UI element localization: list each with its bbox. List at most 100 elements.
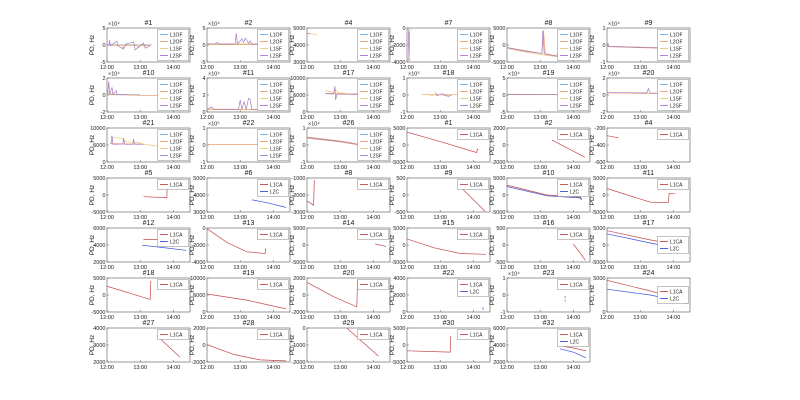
y-tick-label: 3000 [193, 210, 205, 216]
y-tick-label: -5000 [591, 260, 605, 266]
y-exponent-label: ×10⁴ [608, 71, 620, 78]
y-tick-label: 5000 [93, 143, 105, 149]
y-tick-label: 2000 [493, 126, 505, 132]
y-tick-label: 5000 [293, 226, 305, 232]
y-tick-label: 2 [202, 93, 205, 99]
legend: L1CA [457, 129, 489, 140]
legend-label-L1OF: L1OF [570, 33, 583, 39]
y-exponent-label: ×10⁴ [108, 71, 120, 78]
series-line-L1CA [346, 328, 379, 357]
legend-label-L1CA: L1CA [370, 183, 383, 189]
subplot-title: #21 [143, 120, 155, 127]
legend: L1CA [457, 179, 489, 190]
x-tick-label: 13:00 [533, 165, 547, 171]
series-group [551, 139, 586, 158]
axes-box [206, 277, 291, 313]
legend-label-L1SF: L1SF [370, 147, 382, 153]
x-tick-label: 13:00 [133, 115, 147, 121]
legend: L1CA [457, 329, 489, 340]
x-tick-label: 12:00 [500, 315, 514, 321]
subplot-title: #20 [643, 70, 655, 77]
legend: L1CA [257, 279, 289, 290]
subplot-title: #18 [143, 270, 155, 277]
legend-label-L2C: L2C [670, 247, 680, 253]
y-tick-label: 3000 [293, 60, 305, 66]
y-tick-label: -400 [594, 143, 605, 149]
x-tick-label: 14:00 [467, 315, 481, 321]
y-tick-label: -5000 [391, 360, 405, 366]
y-axis-label: PD, Hz [189, 335, 196, 356]
x-tick-label: 12:00 [300, 65, 314, 71]
x-tick-label: 14:00 [467, 215, 481, 221]
y-axis-label: PD, Hz [89, 285, 96, 306]
legend-label-L2OF: L2OF [170, 90, 183, 96]
x-tick-label: 12:00 [400, 65, 414, 71]
legend: L1CA [457, 229, 489, 240]
x-tick-label: 12:00 [500, 165, 514, 171]
x-tick-label: 13:00 [133, 215, 147, 221]
y-tick-label: 5000 [93, 276, 105, 282]
y-tick-label: 0 [602, 43, 605, 49]
legend-box [457, 129, 489, 140]
legend-label-L1OF: L1OF [370, 33, 383, 39]
y-axis-label: PD, Hz [289, 135, 296, 156]
subplot-title: #1 [445, 120, 453, 127]
x-tick-label: 14:00 [367, 215, 381, 221]
x-tick-label: 12:00 [600, 265, 614, 271]
y-tick-label: 0 [102, 193, 105, 199]
subplot-#10-r1c0: #10 ×10⁴ PD, Hz 2 0 -212:00 13:00 14:00 L1OFL2OF… [89, 70, 191, 121]
y-exponent-label: ×10⁴ [208, 21, 220, 28]
series-line-L2SF [407, 29, 411, 61]
y-tick-label: -2 [601, 110, 606, 116]
x-tick-label: 12:00 [200, 65, 214, 71]
legend-label-L1OF: L1OF [170, 33, 183, 39]
legend-label-L1CA: L1CA [570, 233, 583, 239]
axes-box [406, 177, 491, 213]
legend-label-L1CA: L1CA [670, 290, 683, 296]
y-tick-label: -600 [594, 160, 605, 166]
y-tick-label: 0 [302, 143, 305, 149]
series-group [307, 32, 318, 35]
legend-label-L1OF: L1OF [170, 83, 183, 89]
y-tick-label: 6000 [493, 326, 505, 332]
legend-label-L1SF: L1SF [470, 47, 482, 53]
y-axis-label: PD, Hz [189, 85, 196, 106]
x-tick-label: 12:00 [100, 365, 114, 371]
legend-label-L2OF: L2OF [370, 40, 383, 46]
x-tick-label: 13:00 [433, 165, 447, 171]
y-exponent-label: ×10⁵ [408, 71, 420, 78]
y-axis-label: PD, Hz [589, 235, 596, 256]
x-tick-label: 13:00 [633, 215, 647, 221]
y-tick-label: 0 [202, 110, 205, 116]
y-tick-label: -2000 [491, 160, 505, 166]
x-tick-label: 14:00 [567, 365, 581, 371]
series-group [375, 243, 387, 247]
x-tick-label: 14:00 [467, 65, 481, 71]
y-tick-label: -200 [594, 126, 605, 132]
series-group [307, 279, 358, 308]
legend-label-L2SF: L2SF [570, 54, 582, 60]
x-tick-label: 12:00 [100, 165, 114, 171]
legend-label-L2OF: L2OF [370, 90, 383, 96]
series-line-L2SF [607, 43, 686, 50]
x-tick-label: 12:00 [600, 215, 614, 221]
legend-label-L2OF: L2OF [470, 90, 483, 96]
y-axis-label: PD, Hz [189, 285, 196, 306]
legend: L1CA [557, 279, 589, 290]
x-tick-label: 13:00 [533, 115, 547, 121]
y-tick-label: 6000 [93, 226, 105, 232]
subplot-title: #8 [345, 170, 353, 177]
y-axis-label: PD, Hz [89, 85, 96, 106]
subplot-title: #10 [143, 70, 155, 77]
y-axis-label: PD, Hz [89, 185, 96, 206]
legend-label-L2SF: L2SF [270, 54, 282, 60]
legend-label-L1OF: L1OF [270, 133, 283, 139]
x-tick-label: 12:00 [300, 215, 314, 221]
